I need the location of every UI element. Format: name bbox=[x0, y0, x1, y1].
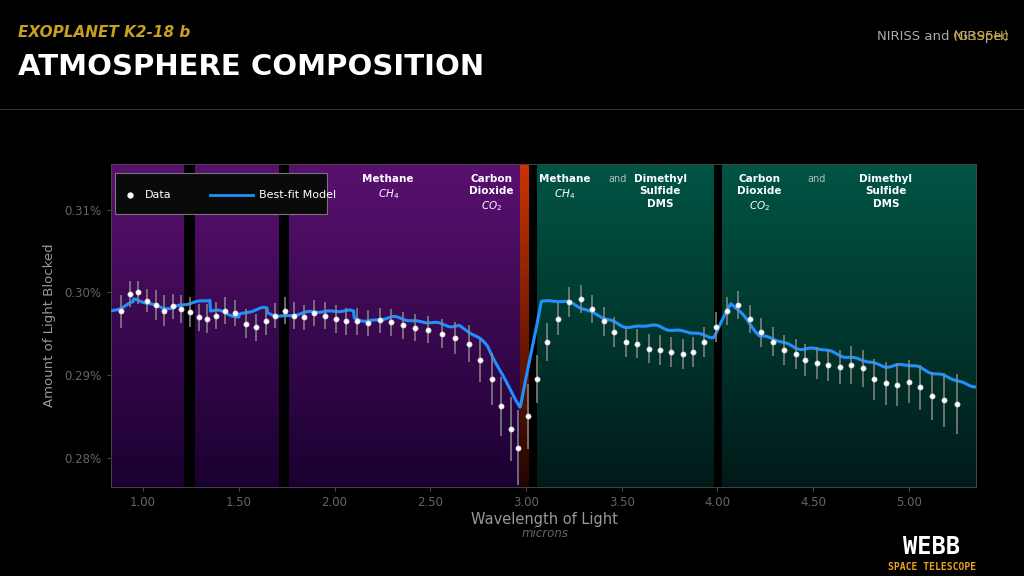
Text: Methane
$CH_4$: Methane $CH_4$ bbox=[217, 174, 268, 200]
FancyBboxPatch shape bbox=[115, 173, 327, 214]
Text: SPACE TELESCOPE: SPACE TELESCOPE bbox=[888, 562, 976, 572]
Y-axis label: Amount of Light Blocked: Amount of Light Blocked bbox=[43, 244, 56, 407]
Text: Wavelength of Light: Wavelength of Light bbox=[471, 512, 618, 527]
Text: Data: Data bbox=[145, 190, 172, 200]
Text: Carbon
Dioxide
$CO_2$: Carbon Dioxide $CO_2$ bbox=[737, 174, 781, 213]
Text: and: and bbox=[608, 174, 627, 184]
Text: and: and bbox=[808, 174, 826, 184]
Text: (G395H): (G395H) bbox=[868, 31, 1009, 43]
Text: Methane
$CH_4$: Methane $CH_4$ bbox=[118, 174, 169, 200]
Text: NIRISS and NIRSpec: NIRISS and NIRSpec bbox=[877, 31, 1009, 43]
Text: EXOPLANET K2-18 b: EXOPLANET K2-18 b bbox=[18, 25, 190, 40]
Text: Methane
$CH_4$: Methane $CH_4$ bbox=[362, 174, 414, 200]
Text: microns: microns bbox=[521, 527, 568, 540]
Text: Best-fit Model: Best-fit Model bbox=[259, 190, 337, 200]
Text: ATMOSPHERE COMPOSITION: ATMOSPHERE COMPOSITION bbox=[18, 53, 484, 81]
Text: WEBB: WEBB bbox=[903, 535, 961, 559]
Text: Dimethyl
Sulfide
DMS: Dimethyl Sulfide DMS bbox=[634, 174, 686, 209]
Text: Carbon
Dioxide
$CO_2$: Carbon Dioxide $CO_2$ bbox=[469, 174, 514, 213]
Text: Dimethyl
Sulfide
DMS: Dimethyl Sulfide DMS bbox=[859, 174, 912, 209]
Text: Methane
$CH_4$: Methane $CH_4$ bbox=[539, 174, 590, 200]
